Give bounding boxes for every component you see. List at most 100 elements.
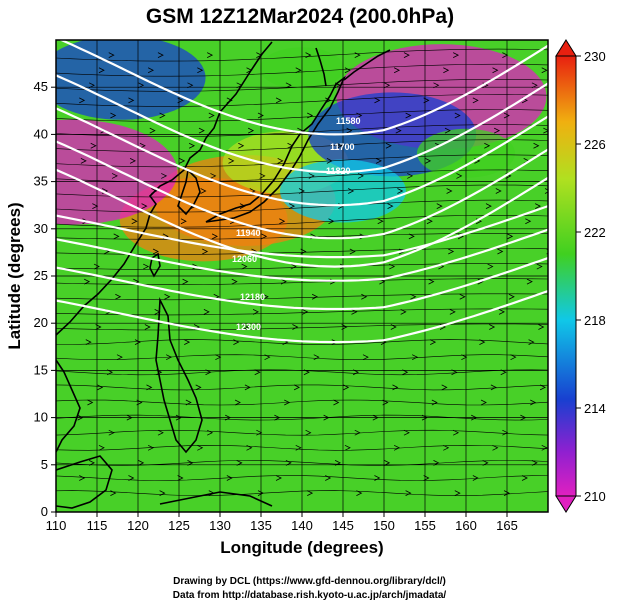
streamline-arrow bbox=[454, 112, 461, 119]
streamline-arrow bbox=[136, 399, 143, 406]
streamline-arrow bbox=[357, 173, 364, 179]
streamline bbox=[56, 78, 548, 92]
streamline bbox=[56, 154, 548, 168]
coastline-new-guinea bbox=[159, 491, 273, 507]
streamline-arrow bbox=[159, 490, 166, 496]
streamline-arrow bbox=[384, 82, 391, 89]
streamline-arrow bbox=[185, 399, 192, 406]
height-contour bbox=[56, 257, 548, 311]
streamline-arrow bbox=[308, 173, 315, 179]
x-tick-label: 150 bbox=[373, 518, 395, 533]
credit-data-source: Data from http://database.rish.kyoto-u.a… bbox=[172, 590, 447, 601]
streamline-arrow bbox=[444, 127, 451, 134]
y-tick-label: 35 bbox=[34, 174, 48, 189]
streamline-arrow bbox=[307, 112, 314, 119]
streamline-arrow bbox=[210, 173, 217, 179]
streamline-arrow bbox=[79, 97, 86, 104]
streamline-arrow bbox=[97, 384, 104, 391]
streamline-arrow bbox=[134, 339, 141, 345]
streamline-arrow bbox=[550, 370, 555, 375]
streamline-arrow bbox=[325, 97, 332, 104]
streamline-arrow bbox=[144, 324, 151, 330]
streamline-arrow bbox=[402, 369, 409, 376]
streamline-arrow bbox=[215, 354, 222, 361]
streamline-arrow bbox=[407, 173, 414, 179]
streamline-arrow bbox=[471, 414, 478, 421]
streamline-arrow bbox=[275, 475, 282, 481]
streamline-arrow bbox=[108, 52, 115, 58]
streamline bbox=[56, 414, 548, 421]
streamline-arrow bbox=[479, 339, 486, 345]
streamline bbox=[56, 460, 548, 466]
streamline-arrow bbox=[525, 218, 532, 225]
colorbar-gradient bbox=[555, 55, 577, 497]
streamline-arrow bbox=[280, 278, 287, 285]
streamline-arrow bbox=[428, 278, 435, 285]
coastline-borneo bbox=[56, 455, 113, 509]
x-tick-label: 125 bbox=[168, 518, 190, 533]
coastline-philippines bbox=[155, 296, 203, 454]
streamline-arrow bbox=[352, 369, 360, 376]
streamline-arrow bbox=[98, 67, 105, 74]
streamline-arrow bbox=[211, 233, 218, 240]
streamline-arrow bbox=[149, 127, 156, 134]
contour-label: 11580 bbox=[336, 116, 361, 126]
streamline-arrow bbox=[389, 263, 396, 270]
coastline-asia bbox=[56, 41, 273, 336]
streamline-arrow bbox=[502, 52, 509, 58]
y-tick-label: 15 bbox=[34, 362, 48, 377]
height-contour bbox=[56, 228, 548, 282]
streamline-arrow bbox=[147, 67, 155, 74]
streamline-arrow bbox=[333, 399, 340, 406]
streamline-arrow bbox=[275, 97, 282, 104]
colorbar-tick-label: 210 bbox=[584, 489, 606, 504]
streamline-arrow bbox=[356, 112, 363, 119]
streamline-arrow bbox=[423, 475, 430, 481]
height-contour bbox=[56, 74, 548, 174]
streamline-arrow bbox=[225, 414, 232, 421]
streamline-arrow bbox=[421, 414, 428, 421]
streamline-arrow bbox=[88, 460, 95, 466]
streamline-arrow bbox=[195, 384, 202, 391]
streamline-arrow bbox=[131, 218, 138, 225]
streamline-arrow bbox=[336, 142, 343, 149]
streamline-arrow bbox=[141, 203, 148, 210]
streamline-arrow bbox=[397, 188, 404, 194]
y-tick-label: 10 bbox=[34, 410, 48, 425]
streamline-arrow bbox=[433, 82, 440, 89]
streamline-arrow bbox=[387, 203, 394, 210]
streamline-arrow bbox=[461, 354, 468, 361]
height-contour bbox=[56, 205, 548, 259]
streamline-arrow bbox=[375, 157, 382, 164]
streamline-arrow bbox=[179, 157, 186, 164]
streamline-arrow bbox=[408, 233, 415, 240]
streamline-arrow bbox=[187, 82, 194, 89]
contour-label: 11820 bbox=[326, 166, 351, 176]
streamline-arrow bbox=[262, 293, 269, 300]
streamline-arrow bbox=[203, 309, 210, 315]
x-tick-label: 165 bbox=[496, 518, 518, 533]
streamline-arrow bbox=[341, 324, 348, 330]
coastline-indochina bbox=[56, 359, 81, 453]
streamline-arrow bbox=[252, 309, 259, 315]
streamline-arrow bbox=[279, 218, 286, 225]
y-tick-label: 45 bbox=[34, 79, 48, 94]
streamline bbox=[56, 308, 548, 316]
contour-label: 12180 bbox=[240, 292, 265, 302]
y-tick-label: 25 bbox=[34, 268, 48, 283]
streamline bbox=[56, 384, 548, 391]
y-tick-label: 30 bbox=[34, 221, 48, 236]
contour-label: 12300 bbox=[236, 322, 261, 332]
x-axis-label: Longitude (degrees) bbox=[220, 538, 383, 557]
streamline-arrow bbox=[146, 384, 153, 391]
streamline-arrow bbox=[454, 490, 461, 496]
streamline-arrow bbox=[305, 52, 312, 58]
streamline-arrow bbox=[485, 203, 492, 210]
streamline-arrow bbox=[161, 173, 168, 179]
height-contour bbox=[58, 40, 548, 136]
x-tick-label: 110 bbox=[46, 518, 67, 533]
streamline-arrow bbox=[92, 203, 99, 210]
streamline-arrow bbox=[175, 414, 182, 421]
streamline-arrow bbox=[261, 233, 268, 240]
